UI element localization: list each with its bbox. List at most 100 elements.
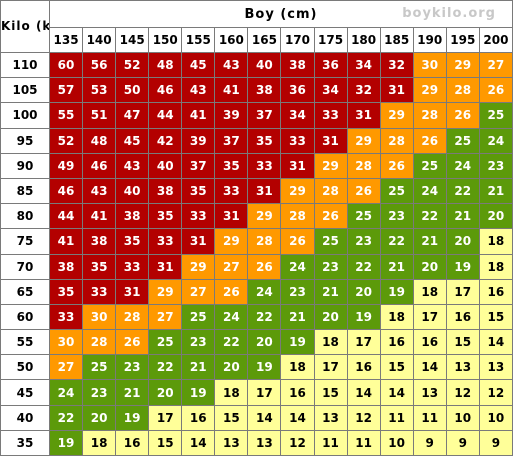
bmi-cell: 29: [247, 203, 282, 230]
bmi-cell: 26: [478, 77, 514, 104]
bmi-cell: 14: [412, 354, 447, 381]
bmi-cell: 37: [247, 102, 282, 129]
bmi-cell: 24: [478, 127, 514, 154]
x-tick-label: 175: [313, 27, 348, 53]
x-tick-label: 185: [379, 27, 414, 53]
bmi-cell: 35: [214, 152, 249, 179]
bmi-cell: 16: [181, 404, 216, 431]
bmi-cell: 15: [313, 379, 348, 406]
bmi-cell: 19: [247, 354, 282, 381]
bmi-cell: 20: [445, 228, 480, 255]
bmi-cell: 31: [214, 203, 249, 230]
bmi-cell: 22: [48, 404, 84, 431]
bmi-cell: 16: [478, 278, 514, 305]
bmi-cell: 22: [445, 177, 480, 205]
bmi-cell: 35: [148, 203, 183, 230]
y-tick-label: 55: [0, 329, 50, 356]
bmi-cell: 18: [214, 379, 249, 406]
bmi-cell: 19: [181, 379, 216, 406]
bmi-cell: 13: [247, 429, 282, 457]
bmi-cell: 26: [445, 102, 480, 129]
bmi-cell: 26: [346, 177, 381, 205]
bmi-cell: 18: [412, 278, 447, 305]
bmi-cell: 21: [379, 253, 414, 280]
bmi-cell: 50: [115, 77, 150, 104]
bmi-cell: 21: [445, 203, 480, 230]
bmi-cell: 13: [412, 379, 447, 406]
bmi-cell: 26: [379, 152, 414, 179]
bmi-cell: 19: [280, 329, 315, 356]
bmi-cell: 25: [379, 177, 414, 205]
table-row: 40 22 20 19 17 16 15 14 14 13 12 11 11 10 10: [0, 404, 514, 431]
bmi-cell: 48: [148, 51, 183, 79]
bmi-cell: 29: [346, 127, 381, 154]
bmi-cell: 11: [412, 404, 447, 431]
bmi-cell: 14: [280, 404, 315, 431]
bmi-cell: 35: [247, 127, 282, 154]
bmi-cell: 25: [346, 203, 381, 230]
bmi-cell: 11: [313, 429, 348, 457]
bmi-cell: 21: [280, 303, 315, 331]
y-tick-label: 95: [0, 127, 50, 154]
bmi-cell: 47: [115, 102, 150, 129]
bmi-cell: 18: [478, 228, 514, 255]
bmi-cell: 9: [478, 429, 514, 457]
bmi-cell: 40: [247, 51, 282, 79]
bmi-cell: 13: [445, 354, 480, 381]
y-tick-label: 85: [0, 177, 50, 205]
bmi-cell: 25: [445, 127, 480, 154]
bmi-cell: 37: [181, 152, 216, 179]
bmi-cell: 31: [247, 177, 282, 205]
bmi-cell: 39: [214, 102, 249, 129]
bmi-cell: 15: [445, 329, 480, 356]
title-row: Kilo (kg) Boy (cm) boykilo.org: [0, 0, 513, 53]
bmi-cell: 43: [82, 177, 117, 205]
bmi-cell: 29: [313, 152, 348, 179]
bmi-cell: 26: [247, 253, 282, 280]
bmi-cell: 23: [181, 329, 216, 356]
bmi-cell: 29: [379, 102, 414, 129]
bmi-cell: 43: [214, 51, 249, 79]
bmi-cell: 32: [379, 51, 414, 79]
bmi-cell: 25: [313, 228, 348, 255]
y-tick-label: 45: [0, 379, 50, 406]
y-tick-label: 80: [0, 203, 50, 230]
x-tick-label: 165: [247, 27, 282, 53]
table-row: 90 49 46 43 40 37 35 33 31 29 28 26 25 24 23: [0, 152, 514, 179]
y-tick-label: 100: [0, 102, 50, 129]
bmi-cell: 10: [445, 404, 480, 431]
bmi-cell: 51: [82, 102, 117, 129]
bmi-cell: 57: [48, 77, 84, 104]
bmi-cell: 46: [48, 177, 84, 205]
bmi-cell: 11: [379, 404, 414, 431]
bmi-cell: 52: [115, 51, 150, 79]
x-tick-label: 170: [280, 27, 315, 53]
bmi-cell: 16: [445, 303, 480, 331]
table-row: 60 33 30 28 27 25 24 22 21 20 19 18 17 16 15: [0, 303, 514, 331]
bmi-cell: 43: [181, 77, 216, 104]
y-tick-label: 110: [0, 51, 50, 79]
bmi-cell: 36: [280, 77, 315, 104]
bmi-cell: 39: [181, 127, 216, 154]
bmi-cell: 20: [313, 303, 348, 331]
bmi-cell: 27: [478, 51, 514, 79]
bmi-cell: 17: [346, 329, 381, 356]
x-tick-label: 140: [82, 27, 117, 53]
bmi-cell: 13: [214, 429, 249, 457]
bmi-cell: 9: [412, 429, 447, 457]
x-tick-label: 180: [346, 27, 381, 53]
bmi-cell: 34: [346, 51, 381, 79]
bmi-cell: 42: [148, 127, 183, 154]
bmi-cell: 44: [48, 203, 84, 230]
title-cell: Boy (cm) boykilo.org: [49, 0, 513, 28]
bmi-cell: 31: [181, 228, 216, 255]
bmi-cell: 20: [346, 278, 381, 305]
chart-title: Boy (cm): [244, 6, 318, 22]
bmi-cell: 15: [379, 354, 414, 381]
bmi-cell: 16: [115, 429, 150, 457]
bmi-cell: 31: [346, 102, 381, 129]
y-tick-label: 105: [0, 77, 50, 104]
bmi-cell: 27: [148, 303, 183, 331]
bmi-cell: 41: [82, 203, 117, 230]
